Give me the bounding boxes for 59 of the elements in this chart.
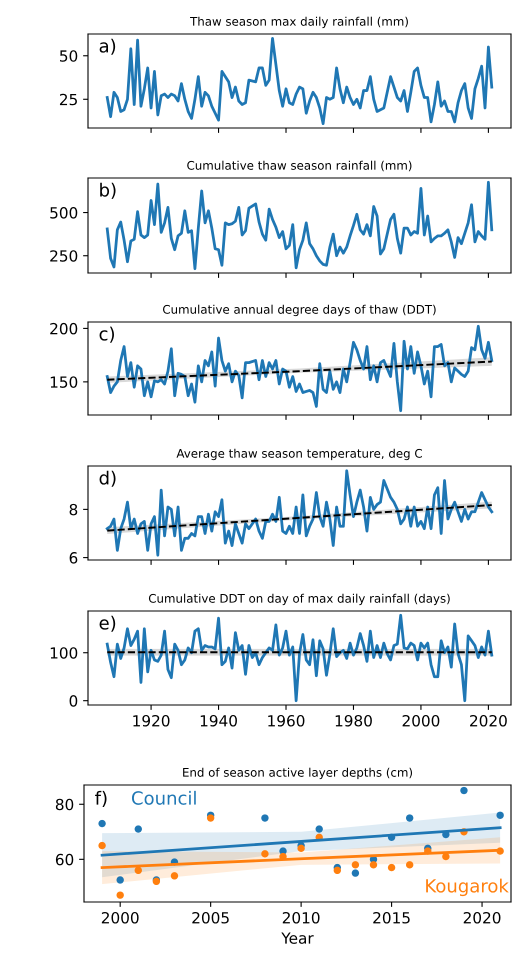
x-tick-label: 2020 xyxy=(470,714,507,727)
point xyxy=(406,814,414,822)
y-tick-label: 0 xyxy=(70,695,78,707)
y-tick-label: 200 xyxy=(50,322,78,334)
point xyxy=(370,861,378,869)
point xyxy=(261,814,269,822)
point xyxy=(170,872,178,880)
x-tick-label: 2005 xyxy=(192,912,229,924)
x-tick-label: 2010 xyxy=(282,912,320,924)
point xyxy=(406,861,414,869)
x-tick-label: 2000 xyxy=(102,912,139,924)
x-tick-label: 1940 xyxy=(200,714,237,727)
point xyxy=(352,861,360,869)
y-tick-label: 50 xyxy=(60,50,78,62)
y-tick-label: 150 xyxy=(50,376,78,388)
point xyxy=(460,786,468,794)
point xyxy=(496,812,504,819)
point xyxy=(297,844,305,852)
x-tick-label: 2015 xyxy=(373,912,410,924)
point xyxy=(116,891,124,899)
chart-title: Average thaw season temperature, deg C xyxy=(176,448,422,460)
annotation: a) xyxy=(100,38,116,55)
point xyxy=(334,866,341,874)
x-tick-label: 1980 xyxy=(336,714,372,727)
chart-title: Cumulative annual degree days of thaw (DDT) xyxy=(163,304,436,316)
chart-title: Thaw season max daily rainfall (mm) xyxy=(190,16,408,28)
series-label: Council xyxy=(132,790,196,805)
chart-title: Cumulative thaw season rainfall (mm) xyxy=(187,160,412,172)
y-tick-label: 250 xyxy=(50,250,78,262)
y-tick-label: 25 xyxy=(60,94,77,106)
annotation: c) xyxy=(100,326,114,343)
x-tick-label: 2000 xyxy=(402,714,440,727)
annotation: b) xyxy=(100,182,116,199)
x-tick-label: 2020 xyxy=(464,912,500,924)
point xyxy=(388,864,396,872)
annotation: f) xyxy=(95,790,107,807)
point xyxy=(116,876,124,884)
y-tick-label: 500 xyxy=(50,207,78,219)
x-tick-label: 1960 xyxy=(268,714,304,727)
point xyxy=(134,866,142,874)
y-tick-label: 8 xyxy=(70,504,78,516)
point xyxy=(261,850,269,858)
x-tick-label: 1920 xyxy=(133,714,170,727)
chart-title: End of season active layer depths (cm) xyxy=(183,768,412,780)
series-label: Kougarok xyxy=(426,878,509,896)
annotation: e) xyxy=(100,616,116,632)
point xyxy=(316,825,323,833)
y-tick-label: 60 xyxy=(56,854,74,866)
x-axis-title: Year xyxy=(281,932,314,944)
y-tick-label: 6 xyxy=(70,552,78,564)
annotation: d) xyxy=(100,470,116,487)
chart-title: Cumulative DDT on day of max daily rainfall (days) xyxy=(148,594,450,606)
y-tick-label: 100 xyxy=(50,647,78,659)
y-tick-label: 80 xyxy=(56,798,74,810)
point xyxy=(98,842,106,850)
point xyxy=(352,869,360,877)
point xyxy=(206,814,214,822)
point xyxy=(98,820,106,828)
point xyxy=(134,825,142,833)
